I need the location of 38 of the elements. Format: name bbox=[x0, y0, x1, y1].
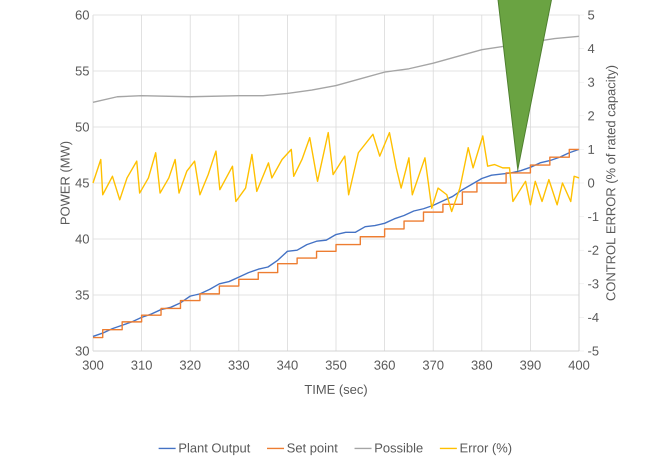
y-tick-label: 35 bbox=[76, 290, 89, 300]
line-series bbox=[92, 132, 580, 212]
y2-tick-label: 4 bbox=[588, 44, 594, 54]
x-tick-label: 400 bbox=[568, 360, 590, 370]
y-tick-label: 40 bbox=[75, 234, 89, 244]
y2-tick-label: -5 bbox=[588, 346, 598, 356]
y-tick-label: 55 bbox=[76, 66, 89, 76]
x-tick-label: 350 bbox=[326, 360, 346, 370]
y2-tick-label: -4 bbox=[588, 312, 599, 322]
legend-label: Error (%) bbox=[460, 442, 512, 456]
y-tick-label: 60 bbox=[76, 10, 89, 20]
y2-tick-label: -1 bbox=[588, 212, 598, 222]
legend-label: Possible bbox=[375, 442, 423, 453]
legend-label: Set point bbox=[287, 442, 338, 456]
y2-tick-label: 3 bbox=[588, 78, 594, 87]
x-axis-title: TIME (sec) bbox=[304, 384, 367, 397]
y-tick-label: 50 bbox=[76, 122, 89, 132]
y2-tick-label: 5 bbox=[588, 10, 594, 20]
y2-tick-label: 1 bbox=[588, 144, 594, 154]
legend-label: Plant Output bbox=[179, 442, 250, 456]
y2-tick-label: -3 bbox=[588, 279, 598, 288]
y2-tick-label: 2 bbox=[588, 111, 594, 120]
x-tick-label: 310 bbox=[131, 360, 152, 370]
x-tick-label: 390 bbox=[520, 360, 541, 370]
x-tick-label: 330 bbox=[228, 360, 250, 370]
x-tick-label: 320 bbox=[180, 360, 201, 370]
x-tick-label: 360 bbox=[374, 360, 395, 370]
y-tick-label: 45 bbox=[75, 178, 89, 188]
y-tick-label: 30 bbox=[76, 346, 89, 356]
y2-tick-label: -2 bbox=[588, 246, 598, 255]
y2-tick-label: 0 bbox=[588, 178, 594, 188]
line-series bbox=[92, 36, 580, 104]
x-tick-label: 340 bbox=[277, 360, 298, 370]
x-tick-label: 370 bbox=[422, 360, 444, 370]
x-tick-label: 300 bbox=[82, 360, 104, 370]
y-axis-title: POWER (MW) bbox=[60, 142, 72, 224]
y2-axis-title: CONTROL ERROR (% of rated capacity) bbox=[606, 66, 618, 300]
x-tick-label: 380 bbox=[472, 360, 492, 370]
